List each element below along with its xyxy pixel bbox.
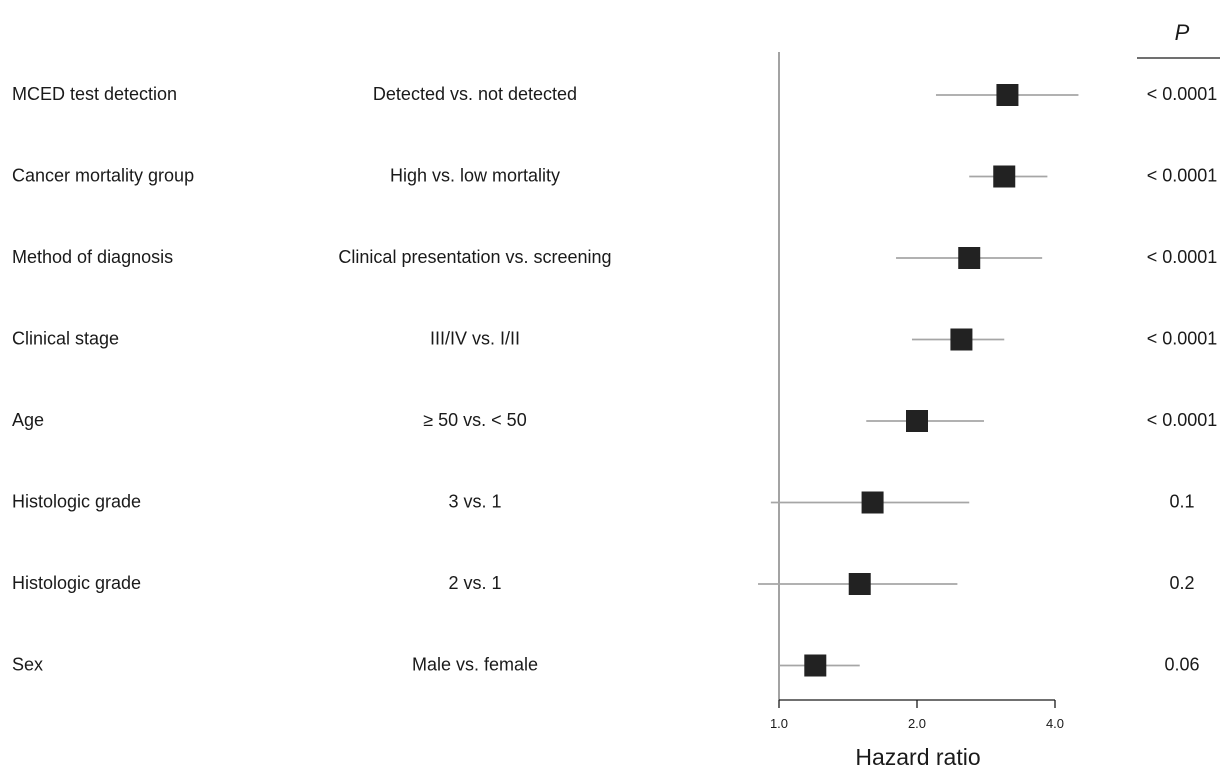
row-comparison-label: III/IV vs. I/II [430,328,520,348]
row-comparison-label: High vs. low mortality [390,165,560,185]
hazard-ratio-marker [950,328,973,351]
row-comparison-label: ≥ 50 vs. < 50 [423,410,526,430]
x-tick-label: 4.0 [1046,716,1064,731]
hazard-ratio-marker [861,491,884,514]
hazard-ratio-marker [906,410,928,432]
hazard-ratio-marker [804,654,827,677]
row-comparison-label: Clinical presentation vs. screening [338,247,611,267]
hazard-ratio-marker [996,84,1019,106]
row-comparison-label: 2 vs. 1 [448,573,501,593]
row-variable-label: Sex [12,654,43,674]
forest-row: Clinical stage III/IV vs. I/II < 0.0001 [12,328,1218,351]
row-comparison-label: 3 vs. 1 [448,491,501,511]
p-column-header: P [1175,20,1190,45]
forest-row: Histologic grade 2 vs. 1 0.2 [12,573,1195,595]
x-axis-ticks: 1.0 2.0 4.0 [770,700,1064,731]
x-tick-label: 1.0 [770,716,788,731]
forest-row: Age ≥ 50 vs. < 50 < 0.0001 [12,410,1217,432]
forest-row: Sex Male vs. female 0.06 [12,654,1200,677]
forest-row: Cancer mortality group High vs. low morta… [12,165,1218,188]
row-p-value: 0.06 [1164,654,1199,674]
row-variable-label: Histologic grade [12,491,141,511]
x-axis-title: Hazard ratio [855,744,980,770]
hazard-ratio-marker [958,247,981,269]
row-variable-label: MCED test detection [12,84,177,104]
row-p-value: 0.2 [1169,573,1194,593]
forest-row: MCED test detection Detected vs. not dete… [12,84,1217,106]
forest-row: Histologic grade 3 vs. 1 0.1 [12,491,1195,514]
row-variable-label: Age [12,410,44,430]
x-tick-label: 2.0 [908,716,926,731]
row-p-value: < 0.0001 [1147,165,1218,185]
hazard-ratio-marker [993,165,1016,188]
forest-row: Method of diagnosis Clinical presentation… [12,247,1217,269]
row-comparison-label: Detected vs. not detected [373,84,577,104]
row-p-value: < 0.0001 [1147,328,1218,348]
row-p-value: < 0.0001 [1147,84,1218,104]
row-variable-label: Cancer mortality group [12,165,194,185]
row-comparison-label: Male vs. female [412,654,538,674]
row-p-value: < 0.0001 [1147,247,1218,267]
forest-rows: MCED test detection Detected vs. not dete… [12,84,1217,677]
row-p-value: < 0.0001 [1147,410,1218,430]
row-variable-label: Histologic grade [12,573,141,593]
hazard-ratio-marker [848,573,871,595]
row-variable-label: Method of diagnosis [12,247,173,267]
row-variable-label: Clinical stage [12,328,119,348]
row-p-value: 0.1 [1169,491,1194,511]
